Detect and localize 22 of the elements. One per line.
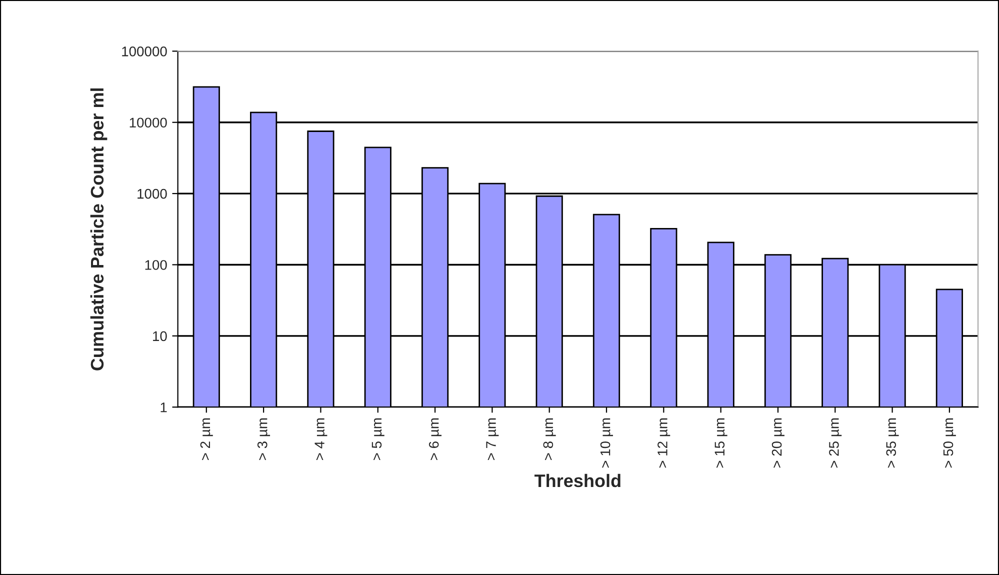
y-tick-label: 100 — [145, 260, 167, 270]
x-tick-label: > 50 µm — [943, 418, 956, 468]
x-tick-label: > 8 µm — [543, 418, 556, 460]
y-axis-title: Cumulative Particle Count per ml — [90, 88, 108, 370]
x-tick-label: > 25 µm — [829, 418, 842, 468]
x-tick-label: > 35 µm — [886, 418, 899, 468]
x-axis-title: Threshold — [534, 474, 620, 488]
y-tick-label: 10000 — [130, 118, 167, 128]
x-tick-label: > 4 µm — [314, 418, 328, 460]
x-tick-label: > 12 µm — [658, 418, 670, 468]
x-tick-label: > 15 µm — [714, 418, 728, 468]
x-tick-label: > 5 µm — [372, 418, 384, 460]
y-tick-label: 10 — [153, 331, 167, 342]
x-tick-label: > 10 µm — [600, 418, 613, 468]
x-tick-label: > 20 µm — [772, 418, 784, 468]
y-tick-label: 1 — [160, 402, 167, 412]
x-tick-label: > 7 µm — [486, 418, 499, 460]
x-tick-label: > 3 µm — [257, 418, 270, 460]
x-tick-label: > 2 µm — [200, 418, 213, 460]
y-tick-label: 1000 — [138, 188, 167, 199]
y-tick-label: 100000 — [122, 46, 167, 56]
x-tick-label: > 6 µm — [428, 418, 442, 460]
